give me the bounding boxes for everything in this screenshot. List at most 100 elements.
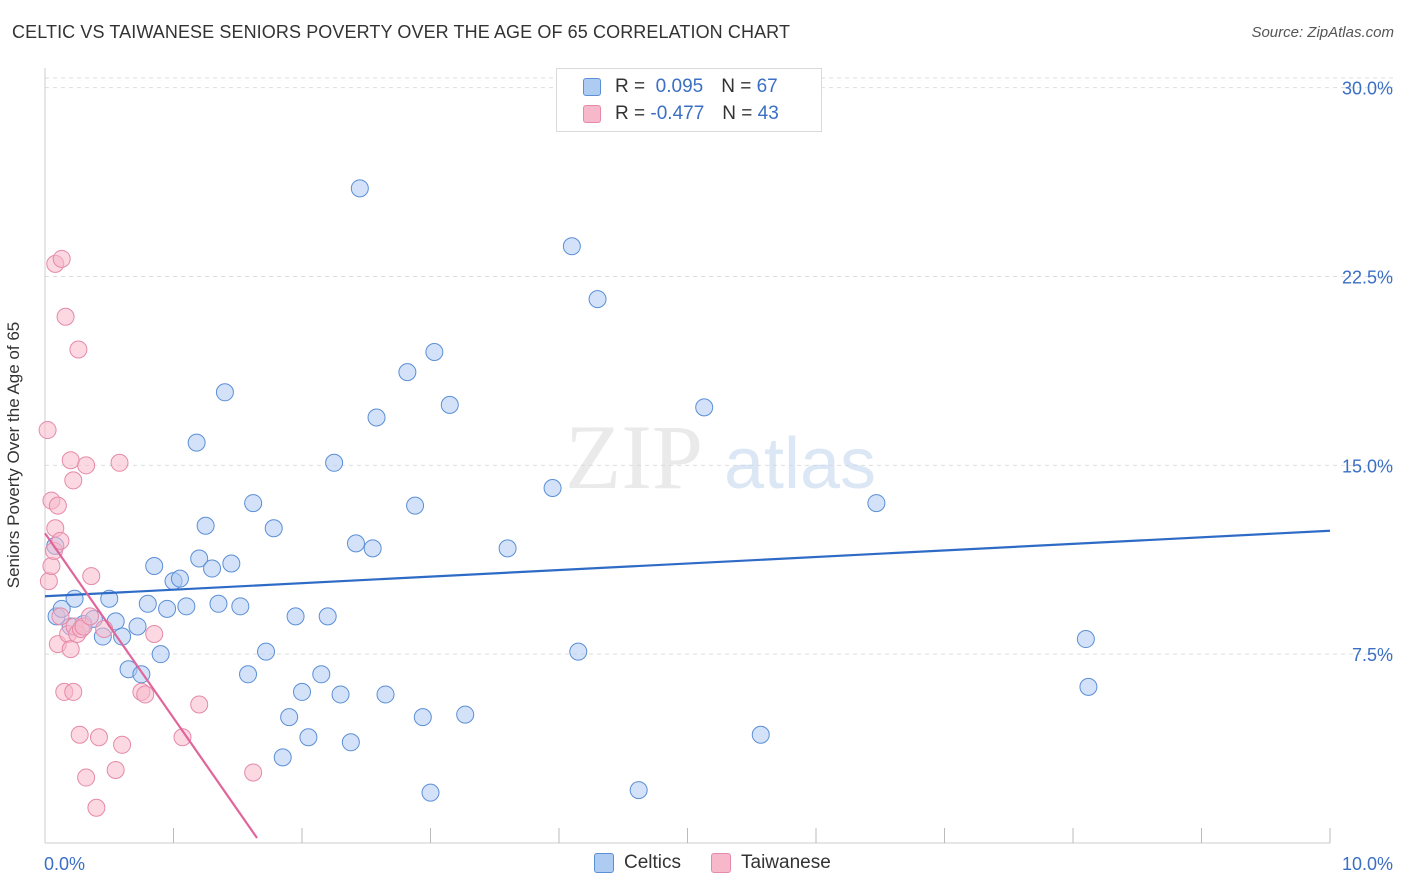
trend-layer [44, 529, 1331, 839]
label-layer: 7.5% 15.0% 22.5% 30.0% 0.0% 10.0% [44, 79, 1393, 874]
taiwanese-point [106, 760, 125, 779]
taiwanese-point [48, 496, 67, 515]
celtics-point [299, 728, 318, 747]
celtics-point [350, 179, 369, 198]
celtics-point [244, 494, 263, 513]
taiwanese-point [136, 685, 155, 704]
taiwanese-point [52, 249, 71, 268]
taiwanese-point [89, 728, 108, 747]
celtics-point [65, 589, 84, 608]
celtics-point [367, 408, 386, 427]
taiwanese-point [110, 453, 129, 472]
celtics-point [273, 748, 292, 767]
celtics-point [280, 708, 299, 727]
taiwanese-point [61, 451, 80, 470]
legend-item-celtics[interactable]: Celtics [594, 852, 681, 874]
celtics-point [346, 534, 365, 553]
taiwanese-point [64, 471, 83, 490]
stats-row-celtics: R = 0.095 N = 67 [583, 75, 778, 99]
watermark-zip: ZIP [565, 406, 703, 508]
y-tick-label: 22.5% [1342, 267, 1393, 287]
taiwanese-n-value: 43 [757, 103, 779, 124]
celtics-point [222, 554, 241, 573]
celtics-point [588, 290, 607, 309]
celtics-point [751, 725, 770, 744]
x-tick-label: 0.0% [44, 854, 85, 874]
taiwanese-point [51, 531, 70, 550]
stats-legend: R = 0.095 N = 67 R = -0.477 N = 43 [556, 68, 822, 132]
celtics-point [569, 642, 588, 661]
celtics-point [312, 665, 331, 684]
celtics-point [100, 589, 119, 608]
celtics-point [376, 685, 395, 704]
taiwanese-point [145, 625, 164, 644]
taiwanese-point [80, 607, 99, 626]
celtics-point [257, 642, 276, 661]
taiwanese-point [190, 695, 209, 714]
celtics-n-label: N = [721, 76, 752, 97]
taiwanese-trendline [44, 532, 258, 839]
celtics-r-value: 0.095 [655, 76, 704, 97]
celtics-point [151, 645, 170, 664]
celtics-point [177, 597, 196, 616]
celtics-n-value: 67 [756, 76, 778, 97]
source-label: Source: ZipAtlas.com [1251, 24, 1394, 41]
series-legend: Celtics Taiwanese [594, 852, 861, 874]
taiwanese-point [39, 572, 58, 591]
legend-label-celtics: Celtics [624, 852, 682, 873]
taiwanese-point [38, 421, 57, 440]
celtics-point [341, 733, 360, 752]
taiwanese-point [69, 340, 88, 359]
celtics-point [629, 781, 648, 800]
celtics-point [138, 594, 157, 613]
celtics-point [398, 363, 417, 382]
celtics-point [158, 599, 177, 618]
taiwanese-point [173, 728, 192, 747]
celtics-point [239, 665, 258, 684]
grid-layer [45, 77, 1393, 655]
celtics-point [215, 383, 234, 402]
y-tick-label: 7.5% [1352, 645, 1393, 665]
legend-swatch-taiwanese [711, 853, 732, 873]
taiwanese-point [51, 607, 70, 626]
celtics-r-label: R = [615, 76, 646, 97]
celtics-point [209, 594, 228, 613]
celtics-point [293, 682, 311, 701]
y-tick-label: 15.0% [1342, 456, 1393, 476]
celtics-point [145, 557, 164, 576]
legend-item-taiwanese[interactable]: Taiwanese [711, 852, 831, 874]
celtics-point [264, 519, 283, 538]
celtics-point [1076, 630, 1095, 649]
celtics-point [1079, 677, 1098, 696]
celtics-point [187, 433, 206, 452]
celtics-point [440, 395, 459, 414]
celtics-point [196, 516, 215, 535]
celtics-point [325, 453, 344, 472]
celtics-point [562, 237, 581, 256]
taiwanese-r-label: R = [615, 103, 646, 124]
celtics-point [421, 783, 440, 802]
celtics-point [318, 607, 337, 626]
celtics-trendline [44, 529, 1331, 598]
celtics-point [170, 569, 189, 588]
celtics-point [425, 343, 444, 362]
legend-label-taiwanese: Taiwanese [741, 852, 831, 873]
celtics-point [406, 496, 425, 515]
taiwanese-point [70, 725, 89, 744]
taiwanese-point [113, 735, 132, 754]
chart-title: CELTIC VS TAIWANESE SENIORS POVERTY OVER… [12, 22, 791, 42]
celtics-point [456, 705, 475, 724]
celtics-swatch [583, 78, 601, 96]
celtics-point [695, 398, 714, 417]
taiwanese-n-label: N = [722, 103, 753, 124]
taiwanese-point [42, 557, 61, 576]
taiwanese-point [61, 640, 80, 659]
taiwanese-point [64, 682, 83, 701]
celtics-point [543, 478, 562, 497]
y-tick-label: 30.0% [1342, 79, 1393, 99]
x-tick-label: 10.0% [1342, 854, 1393, 874]
taiwanese-r-value: -0.477 [650, 103, 705, 124]
point-layer [38, 179, 1098, 817]
taiwanese-point [244, 763, 263, 782]
